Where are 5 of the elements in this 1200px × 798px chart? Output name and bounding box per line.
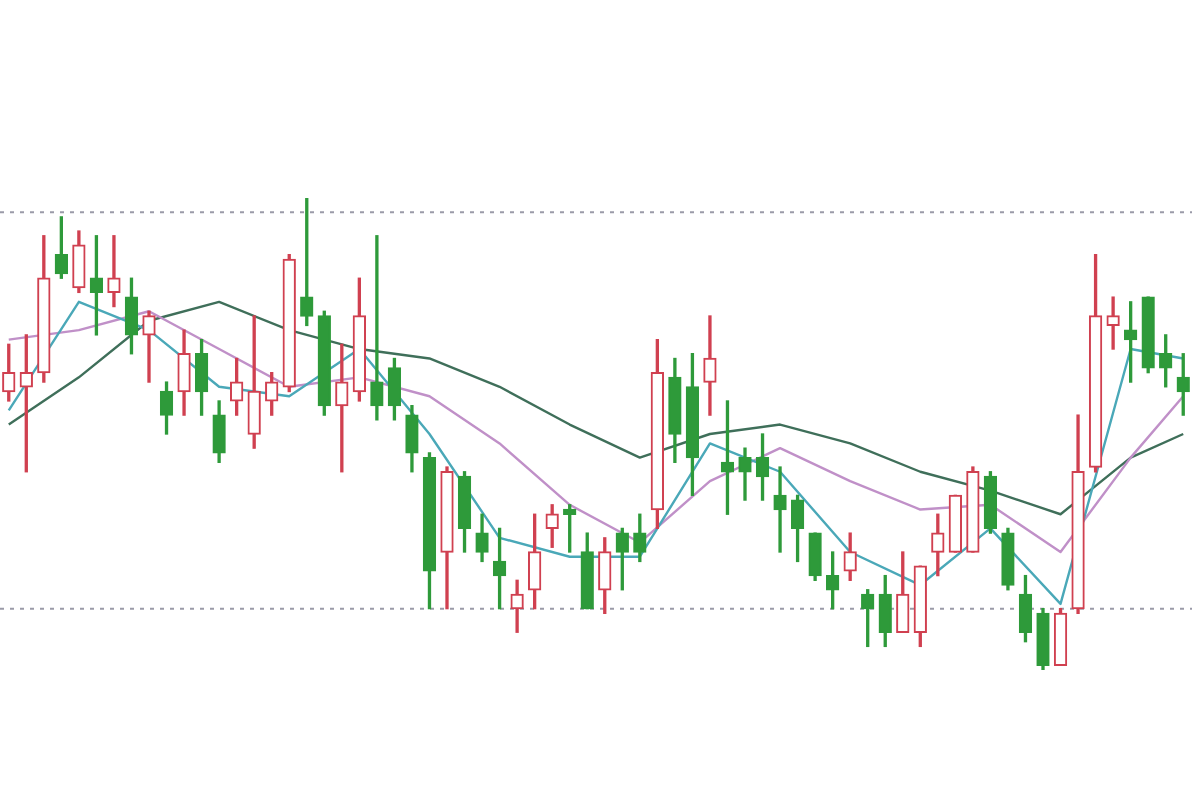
candlestick — [773, 466, 787, 553]
candlestick — [703, 315, 717, 416]
candlestick — [107, 235, 121, 308]
candlestick — [1106, 296, 1120, 350]
candlestick — [370, 235, 384, 421]
